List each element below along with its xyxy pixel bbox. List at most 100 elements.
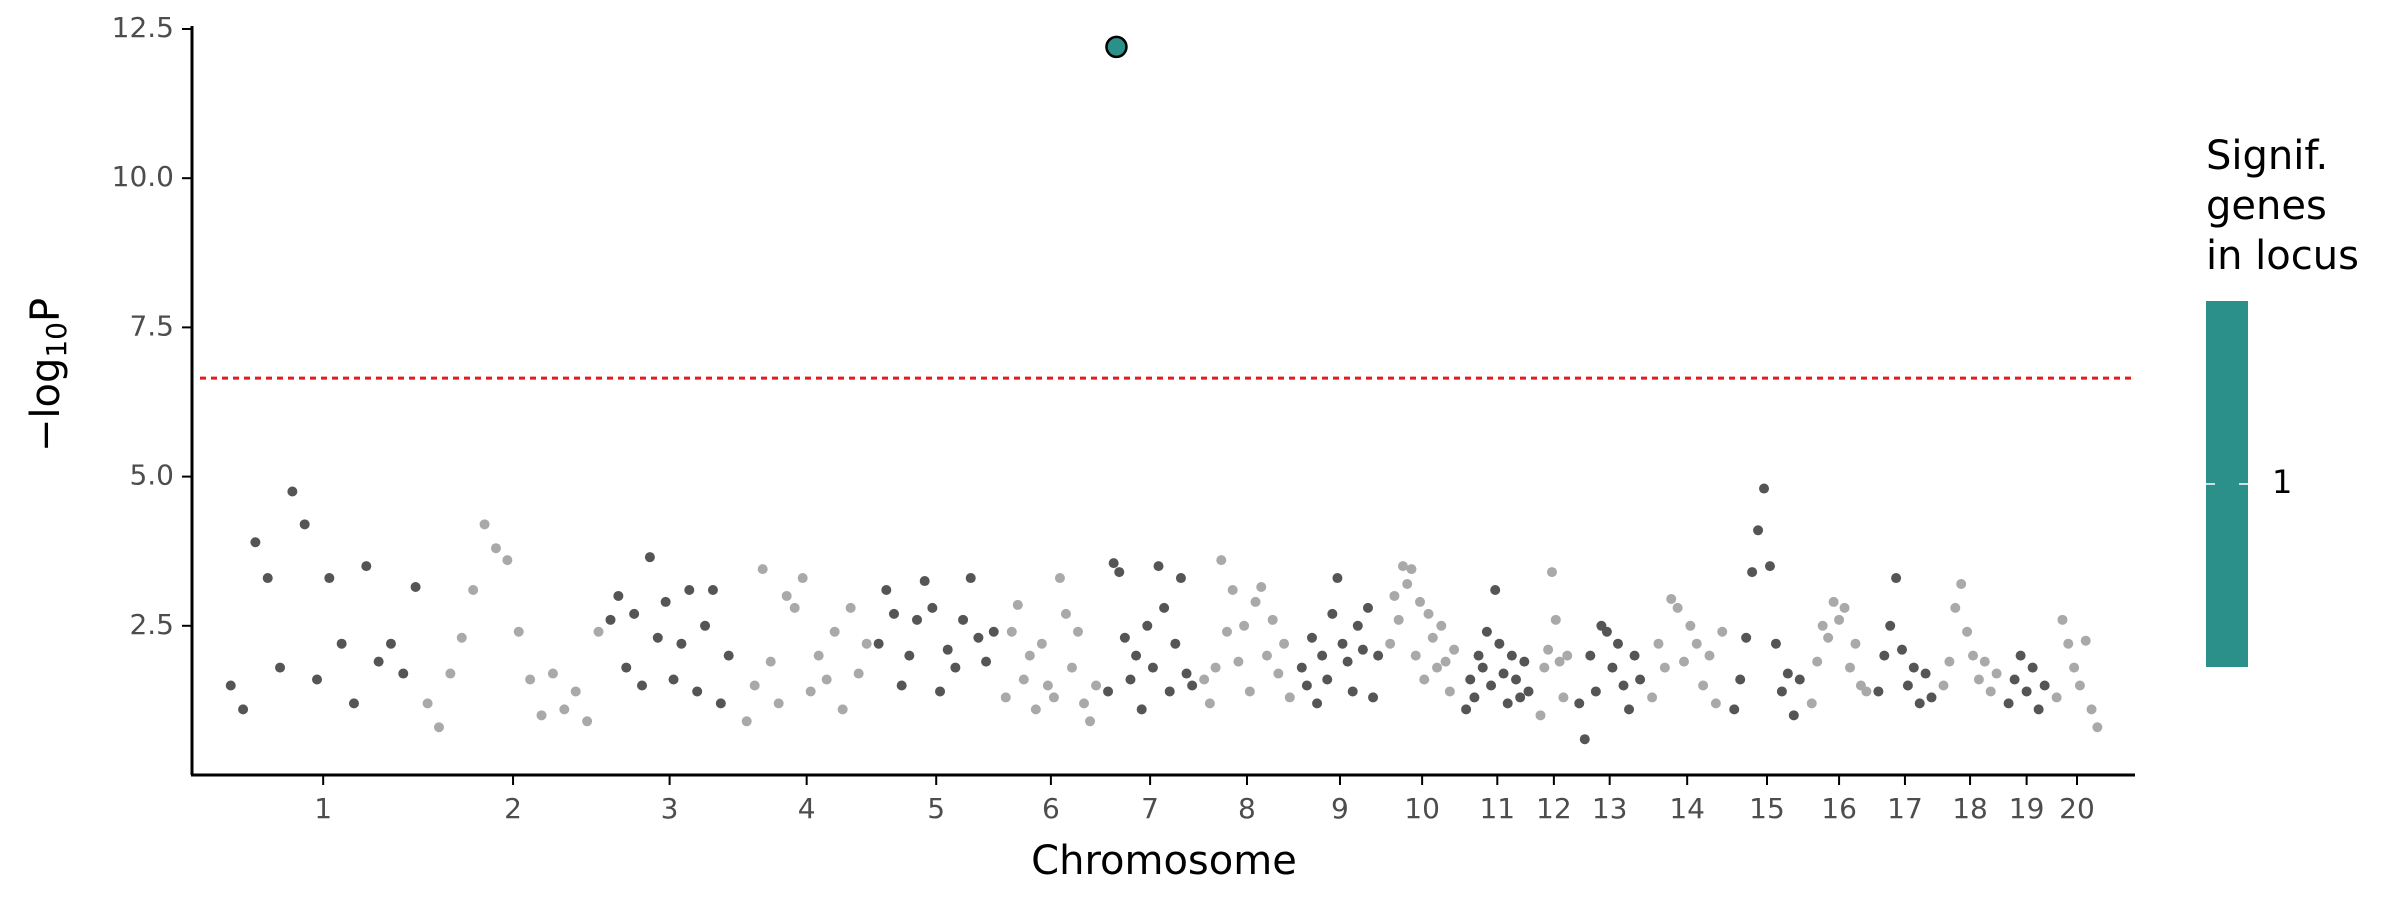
legend-tick-label: 1: [2272, 463, 2292, 501]
snp-point: [700, 620, 711, 631]
x-axis-title: Chromosome: [1031, 838, 1297, 884]
snp-point: [570, 686, 581, 697]
snp-point: [1006, 626, 1017, 637]
snp-point: [1944, 656, 1955, 667]
x-tick-label: 1: [314, 792, 332, 825]
snp-point: [2069, 662, 2080, 673]
snp-point: [2063, 638, 2074, 649]
snp-point: [1770, 638, 1781, 649]
snp-point: [912, 614, 923, 625]
y-axis-title-part: P: [23, 298, 69, 322]
snp-point: [1788, 710, 1799, 721]
snp-point: [757, 564, 768, 575]
snp-point: [1181, 668, 1192, 679]
snp-point: [621, 662, 632, 673]
snp-point: [1153, 561, 1164, 572]
snp-point: [250, 537, 261, 548]
y-tick-label: 12.5: [112, 11, 174, 44]
snp-point: [652, 632, 663, 643]
x-tick-label: 14: [1669, 792, 1705, 825]
x-tick-label: 16: [1821, 792, 1857, 825]
snp-point: [373, 656, 384, 667]
snp-point: [805, 686, 816, 697]
snp-point: [1012, 599, 1023, 610]
snp-point: [1926, 692, 1937, 703]
snp-point: [2027, 662, 2038, 673]
snp-point: [1410, 650, 1421, 661]
snp-point: [1950, 602, 1961, 613]
snp-point: [1473, 650, 1484, 661]
snp-point: [1879, 650, 1890, 661]
snp-point: [1908, 662, 1919, 673]
snp-point: [1385, 638, 1396, 649]
snp-point: [1659, 662, 1670, 673]
snp-point: [1806, 698, 1817, 709]
snp-point: [1685, 620, 1696, 631]
snp-point: [1337, 638, 1348, 649]
snp-point: [853, 668, 864, 679]
x-tick-label: 11: [1479, 792, 1515, 825]
snp-point: [1873, 686, 1884, 697]
snp-point: [1436, 620, 1447, 631]
legend-title: genes: [2206, 183, 2327, 229]
snp-point: [1342, 656, 1353, 667]
snp-point: [536, 710, 547, 721]
snp-point: [1261, 650, 1272, 661]
snp-point: [1539, 662, 1550, 673]
snp-point: [789, 602, 800, 613]
snp-point: [723, 650, 734, 661]
snp-point: [1891, 573, 1902, 584]
snp-point: [1494, 638, 1505, 649]
snp-point: [1477, 662, 1488, 673]
snp-point: [1419, 674, 1430, 685]
snp-point: [2051, 692, 2062, 703]
snp-point: [1187, 680, 1198, 691]
snp-point: [1558, 692, 1569, 703]
snp-point: [1678, 656, 1689, 667]
snp-point: [715, 698, 726, 709]
snp-point: [692, 686, 703, 697]
snp-point: [1962, 626, 1973, 637]
snp-point: [1018, 674, 1029, 685]
snp-point: [873, 638, 884, 649]
snp-point: [919, 576, 930, 587]
snp-point: [965, 573, 976, 584]
snp-point: [1119, 632, 1130, 643]
snp-point: [1244, 686, 1255, 697]
snp-point: [422, 698, 433, 709]
snp-point: [1828, 596, 1839, 607]
snp-point: [1562, 650, 1573, 661]
snp-point: [1449, 644, 1460, 655]
snp-point: [1519, 656, 1530, 667]
snp-point: [1114, 567, 1125, 578]
snp-point: [1481, 626, 1492, 637]
snp-point: [1048, 692, 1059, 703]
x-tick-label: 17: [1887, 792, 1923, 825]
snp-point: [1440, 656, 1451, 667]
snp-point: [1000, 692, 1011, 703]
snp-point: [904, 650, 915, 661]
snp-point: [2009, 674, 2020, 685]
snp-point: [1764, 561, 1775, 572]
snp-point: [1861, 686, 1872, 697]
snp-point: [1753, 525, 1764, 536]
snp-point: [1284, 692, 1295, 703]
snp-point: [896, 680, 907, 691]
y-tick-label: 2.5: [129, 608, 174, 641]
snp-point: [1845, 662, 1856, 673]
snp-point: [1885, 620, 1896, 631]
snp-point: [1175, 573, 1186, 584]
snp-point: [1490, 584, 1501, 595]
snp-point: [988, 626, 999, 637]
snp-point: [1515, 692, 1526, 703]
snp-point: [1991, 668, 2002, 679]
snp-point: [2086, 704, 2097, 715]
snp-point: [1373, 650, 1384, 661]
snp-point: [445, 668, 456, 679]
snp-point: [888, 608, 899, 619]
snp-point: [385, 638, 396, 649]
snp-point: [1782, 668, 1793, 679]
snp-point: [1216, 555, 1227, 566]
y-axis-title-part: −log: [23, 358, 69, 453]
